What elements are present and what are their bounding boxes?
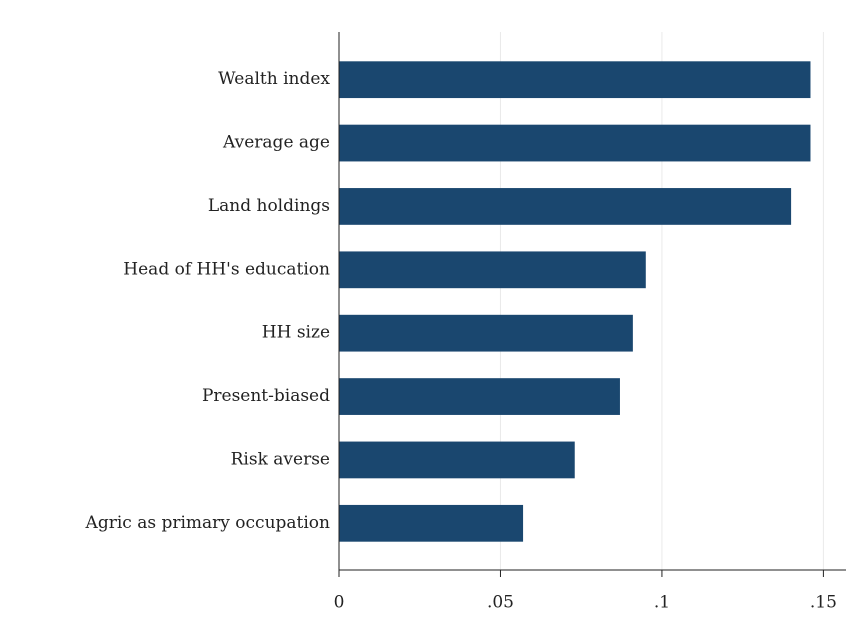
y-tick-label: Wealth index: [218, 69, 330, 89]
bar: [339, 124, 811, 162]
y-tick-label: Present-biased: [202, 386, 330, 406]
bar: [339, 61, 811, 99]
bar: [339, 441, 575, 479]
y-tick-label: HH size: [262, 323, 330, 343]
y-tick-label: Risk averse: [231, 449, 330, 469]
bar: [339, 251, 646, 289]
bar: [339, 188, 792, 225]
bar: [339, 378, 620, 415]
x-tick-label: .05: [487, 593, 514, 613]
y-tick-label: Head of HH's education: [123, 259, 330, 279]
x-tick-label: .1: [654, 593, 670, 613]
x-tick-label: .15: [810, 593, 837, 613]
x-tick-label: 0: [334, 593, 345, 613]
bar: [339, 504, 524, 542]
y-tick-label: Agric as primary occupation: [85, 513, 330, 533]
bar: [339, 314, 633, 352]
y-tick-label: Average age: [222, 133, 330, 153]
y-tick-label: Land holdings: [208, 196, 330, 216]
